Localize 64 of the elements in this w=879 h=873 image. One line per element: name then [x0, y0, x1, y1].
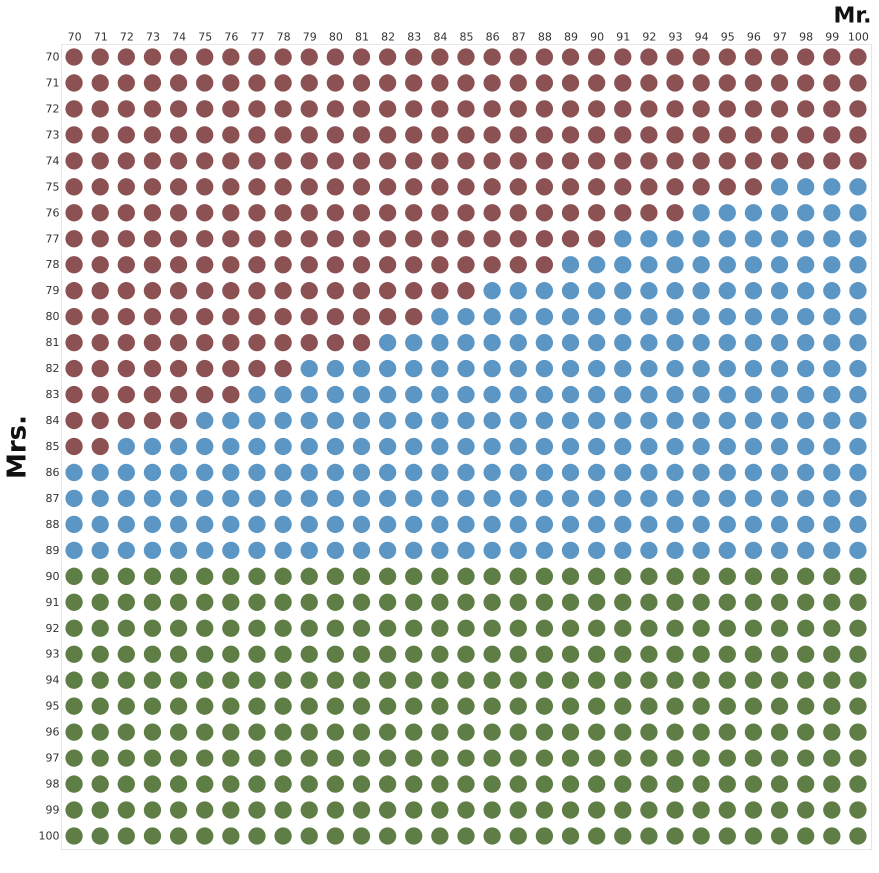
x-tick-label: 85	[460, 30, 474, 44]
x-tick-label: 87	[512, 30, 526, 44]
x-tick-label: 88	[538, 30, 552, 44]
y-tick-label: 83	[46, 388, 60, 402]
x-tick-label: 91	[616, 30, 630, 44]
x-axis-title: Mr.	[834, 4, 872, 28]
x-tick-label: 100	[848, 30, 869, 44]
y-tick-label: 100	[38, 830, 60, 843]
y-tick-label: 82	[46, 362, 60, 376]
y-tick-label: 81	[46, 336, 60, 350]
x-tick-label: 93	[668, 30, 683, 44]
x-tick-label: 99	[825, 30, 840, 44]
x-tick-label: 74	[172, 30, 186, 44]
y-tick-label: 73	[46, 128, 60, 142]
y-tick-label: 93	[46, 648, 60, 661]
x-tick-label: 71	[94, 30, 108, 44]
x-tick-label: 83	[407, 30, 422, 44]
y-tick-label: 87	[46, 492, 60, 505]
y-tick-label: 90	[46, 570, 60, 583]
x-tick-label: 70	[68, 30, 82, 44]
x-tick-label: 98	[799, 30, 814, 44]
x-tick-label: 75	[198, 30, 212, 44]
y-tick-label: 99	[46, 804, 60, 817]
x-tick-label: 77	[250, 30, 264, 44]
y-tick-label: 85	[46, 440, 60, 453]
y-tick-label: 75	[46, 180, 60, 194]
x-tick-label: 80	[328, 30, 343, 44]
x-tick-label: 89	[564, 30, 578, 44]
y-tick-label: 77	[46, 232, 60, 246]
y-tick-label: 91	[46, 596, 60, 609]
y-tick-label: 70	[46, 50, 60, 64]
x-tick-label: 76	[224, 30, 238, 44]
y-tick-label: 88	[46, 518, 60, 531]
y-axis-title: Mrs.	[2, 414, 33, 480]
y-tick-label: 79	[46, 284, 60, 298]
y-tick-label: 71	[46, 76, 60, 90]
y-tick-label: 76	[46, 206, 60, 220]
y-tick-label: 96	[46, 726, 60, 739]
x-tick-label: 72	[120, 30, 134, 44]
y-tick-label: 95	[46, 700, 60, 713]
y-tick-label: 98	[46, 778, 60, 791]
x-tick-label: 92	[642, 30, 656, 44]
x-tick-label: 86	[486, 30, 500, 44]
y-tick-label: 84	[46, 414, 60, 428]
x-tick-label: 81	[354, 30, 369, 44]
y-tick-label: 78	[46, 258, 60, 272]
y-tick-label: 72	[46, 102, 60, 116]
y-tick-label: 94	[46, 674, 60, 687]
y-tick-label: 86	[46, 466, 60, 479]
y-tick-label: 89	[46, 544, 60, 557]
x-tick-label: 94	[694, 30, 709, 44]
y-tick-label: 97	[46, 752, 60, 765]
x-tick-label: 73	[146, 30, 160, 44]
x-tick-label: 96	[746, 30, 761, 44]
x-tick-label: 84	[433, 30, 448, 44]
y-tick-label: 92	[46, 622, 60, 635]
x-tick-label: 95	[720, 30, 735, 44]
x-tick-label: 90	[590, 30, 604, 44]
x-tick-label: 97	[773, 30, 788, 44]
x-tick-label: 79	[302, 30, 317, 44]
x-tick-label: 82	[381, 30, 396, 44]
y-tick-label: 74	[46, 154, 60, 168]
x-tick-label: 78	[276, 30, 291, 44]
y-tick-label: 80	[46, 310, 60, 324]
